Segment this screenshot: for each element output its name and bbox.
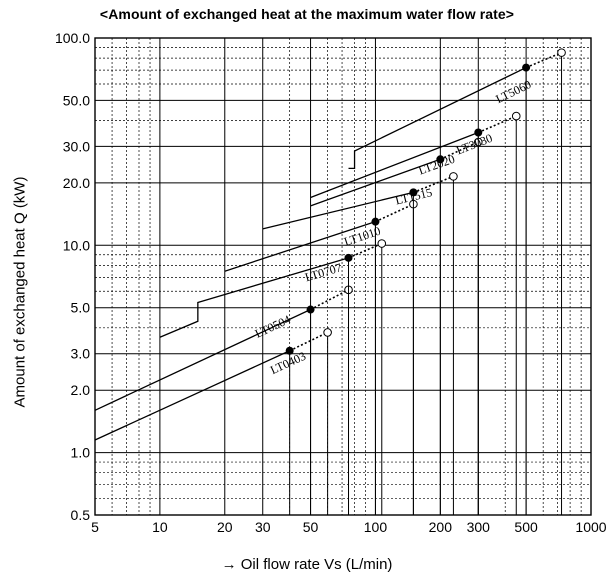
series-line [348,66,527,170]
x-tick-label: 20 [217,519,233,535]
series-lt0504: LT0504 [94,285,353,515]
series-lt5060: LT5060 [348,48,566,515]
chart-title: <Amount of exchanged heat at the maximum… [99,6,515,22]
filled-point [436,155,445,164]
filled-point [409,188,418,197]
series-line [310,158,441,207]
series-line [94,308,311,411]
filled-point [285,346,294,355]
series-line [159,257,349,338]
filled-point [306,305,315,314]
filled-point [371,217,380,226]
series-dotted-extension [413,175,454,194]
y-tick-label: 30.0 [63,138,90,154]
series-lt0707: LT0707 [159,239,387,515]
filled-point [522,63,531,72]
x-tick-label: 5 [91,519,99,535]
series-dotted-extension [477,115,517,134]
x-tick-label: 300 [467,519,491,535]
series-line [310,131,479,199]
y-tick-label: 10.0 [63,237,90,253]
series-line [262,191,414,230]
series-dotted-extension [525,51,562,69]
x-tick-label: 10 [152,519,168,535]
x-tick-label: 1000 [575,519,606,535]
series-dotted-extension [310,289,349,311]
series-dotted-extension [348,242,383,259]
open-point [323,328,332,337]
series-dotted-extension [440,141,479,161]
y-tick-label: 100.0 [55,30,90,46]
series-lt0403: LT0403 [94,328,332,515]
x-tick-label: 500 [514,519,538,535]
open-point [557,48,566,57]
y-tick-label: 1.0 [71,445,91,461]
filled-point [344,253,353,262]
y-tick-label: 3.0 [71,346,91,362]
y-tick-label: 2.0 [71,382,91,398]
x-axis-label: → Oil flow rate Vs (L/min) [221,556,393,573]
series-line [94,350,290,441]
y-tick-label: 5.0 [71,300,91,316]
plot-frame [94,37,592,516]
series-line [224,221,376,272]
series-lt1515: LT1515 [262,172,458,515]
series-label: LT5060 [494,77,534,106]
y-axis-label: Amount of exchanged heat Q (kW) [11,176,29,408]
series-label: LT3030 [454,131,494,158]
series-dotted-extension [375,203,414,223]
series-dotted-extension [289,331,328,352]
series-label: LT0504 [253,312,293,341]
open-point [511,111,521,121]
x-tick-label: 200 [429,519,453,535]
open-point [449,172,458,181]
open-point [377,239,387,248]
x-tick-label: 50 [303,519,319,535]
y-tick-label: 50.0 [63,92,90,108]
x-tick-label: 30 [255,519,271,535]
series-lt1010: LT1010 [224,199,418,515]
y-tick-label: 0.5 [71,507,91,523]
filled-point [474,128,483,137]
y-tick-label: 20.0 [63,175,90,191]
x-tick-label: 100 [364,519,388,535]
series-label: LT0707 [303,260,343,284]
